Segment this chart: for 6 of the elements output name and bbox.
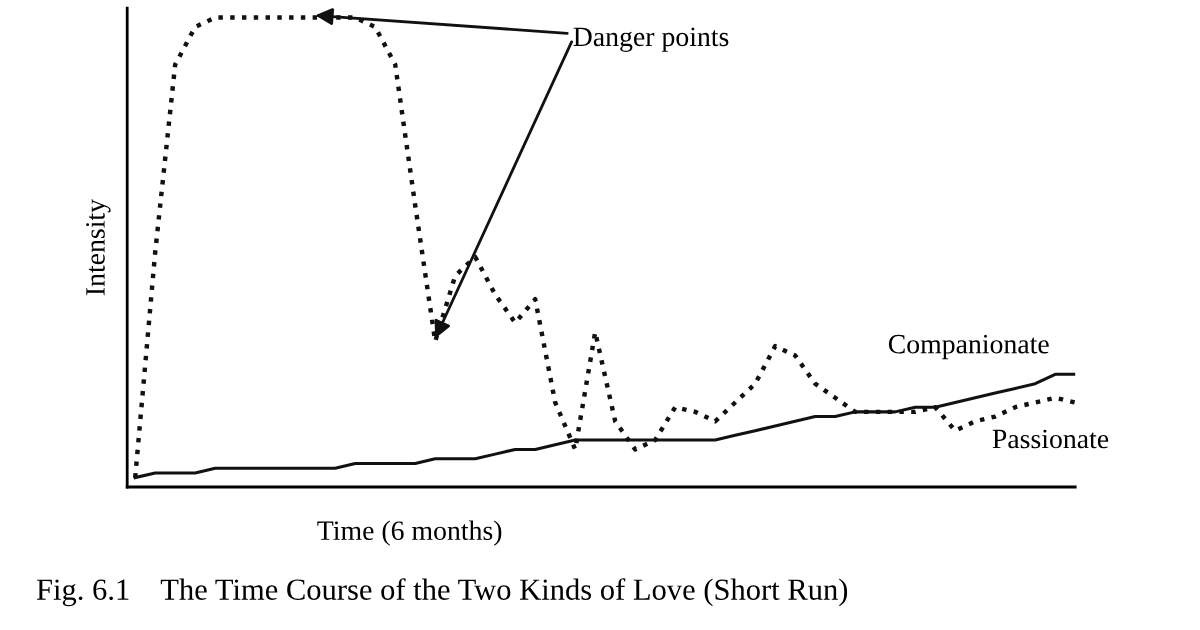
x-axis-title: Time (6 months) <box>317 520 502 546</box>
series-label: Passionate <box>992 429 1109 449</box>
annotation: Danger points <box>573 27 729 52</box>
y-axis-title: Intensity <box>86 199 111 296</box>
series-label: Companionate <box>888 334 1049 360</box>
text: Fig. 6.1 The Time Course of the Two Kinds of Love (Short Run) <box>36 578 848 607</box>
